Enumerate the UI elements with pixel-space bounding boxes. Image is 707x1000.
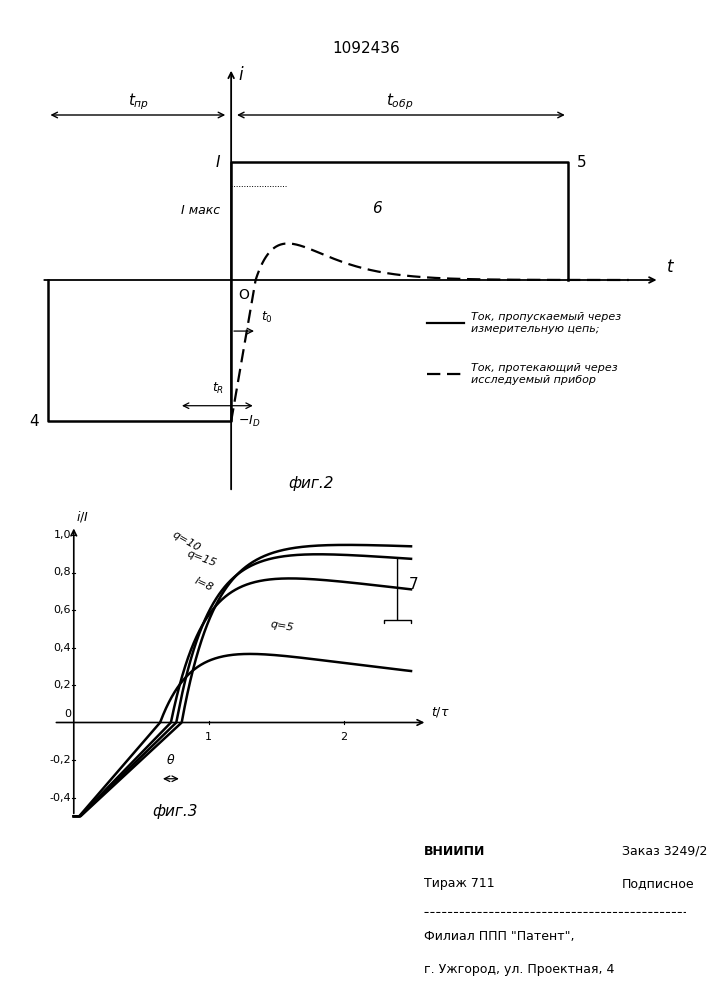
Text: $t_{обр}$: $t_{обр}$	[386, 92, 413, 112]
Text: $t_{пр}$: $t_{пр}$	[127, 92, 148, 112]
Text: 4: 4	[29, 414, 38, 429]
Text: Подписное: Подписное	[622, 877, 695, 890]
Text: $i$: $i$	[238, 66, 245, 84]
Text: $t_R$: $t_R$	[211, 381, 223, 396]
Text: $-I_D$: $-I_D$	[238, 414, 261, 429]
Text: 7: 7	[409, 577, 418, 592]
Text: I: I	[216, 155, 220, 170]
Text: 1: 1	[205, 732, 212, 742]
Text: 0,2: 0,2	[54, 680, 71, 690]
Text: I макс: I макс	[181, 204, 220, 217]
Text: q=10: q=10	[171, 530, 202, 554]
Text: 2: 2	[340, 732, 347, 742]
Text: -0,4: -0,4	[49, 792, 71, 802]
Text: ВНИИПИ: ВНИИПИ	[424, 845, 486, 858]
Text: $t_0$: $t_0$	[260, 310, 272, 325]
Text: 0,8: 0,8	[54, 568, 71, 578]
Text: Заказ 3249/29: Заказ 3249/29	[622, 845, 707, 858]
Text: -0,2: -0,2	[49, 755, 71, 765]
Text: 5: 5	[577, 155, 586, 170]
Text: O: O	[238, 288, 250, 302]
Text: 1,0: 1,0	[54, 530, 71, 540]
Text: $t/\tau$: $t/\tau$	[431, 705, 450, 719]
Text: 0,6: 0,6	[54, 605, 71, 615]
Text: Тираж 711: Тираж 711	[424, 877, 495, 890]
Text: фиг.2: фиг.2	[288, 476, 334, 491]
Text: $i/I$: $i/I$	[76, 509, 90, 524]
Text: q=15: q=15	[186, 549, 218, 569]
Text: 0,4: 0,4	[54, 643, 71, 652]
Text: $t$: $t$	[665, 258, 674, 276]
Text: Ток, пропускаемый через
измерительную цепь;: Ток, пропускаемый через измерительную це…	[471, 312, 621, 334]
Text: q=5: q=5	[269, 619, 294, 633]
Text: 1092436: 1092436	[332, 41, 399, 56]
Text: г. Ужгород, ул. Проектная, 4: г. Ужгород, ул. Проектная, 4	[424, 963, 614, 976]
Text: 0: 0	[64, 709, 71, 719]
Text: $\theta$: $\theta$	[166, 753, 175, 767]
Text: Филиал ППП "Патент",: Филиал ППП "Патент",	[424, 930, 575, 943]
Text: Ток, протекающий через
исследуемый прибор: Ток, протекающий через исследуемый прибо…	[471, 363, 618, 385]
Text: 6: 6	[372, 201, 382, 216]
Text: фиг.3: фиг.3	[152, 804, 198, 819]
Text: l=8: l=8	[192, 576, 214, 593]
